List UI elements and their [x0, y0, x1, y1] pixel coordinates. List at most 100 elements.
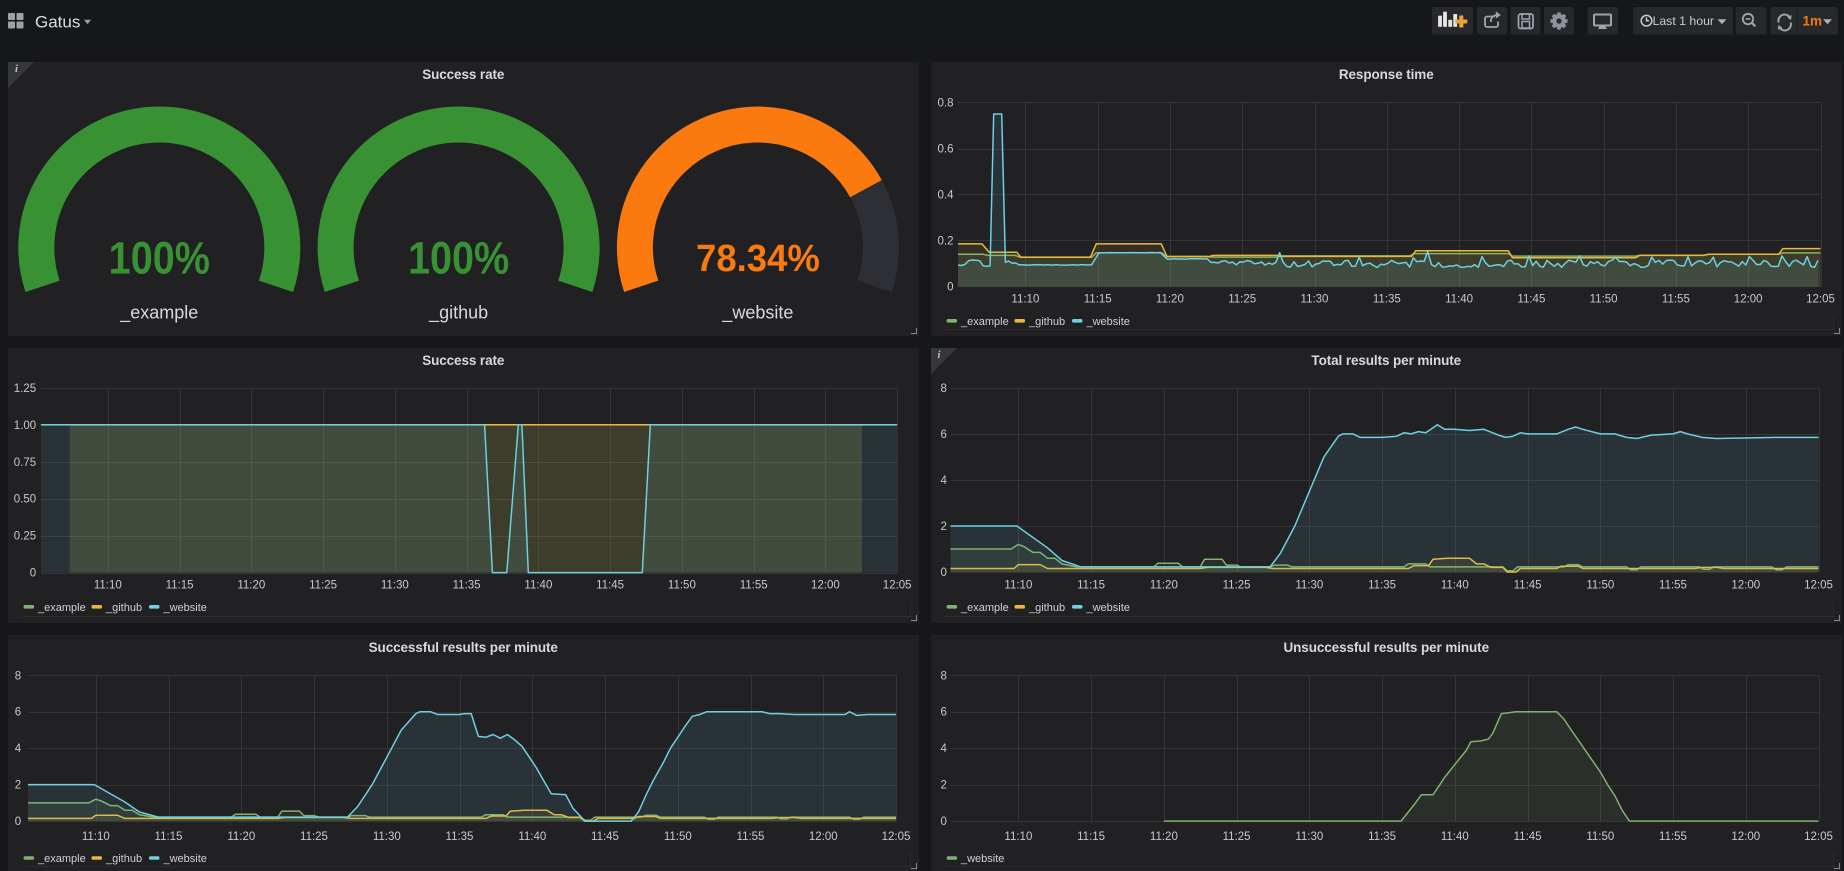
svg-text:_github: _github — [1028, 316, 1065, 328]
svg-text:11:50: 11:50 — [1589, 293, 1617, 305]
svg-text:12:00: 12:00 — [809, 831, 838, 843]
svg-text:1m: 1m — [1803, 14, 1823, 29]
svg-text:12:05: 12:05 — [1804, 831, 1833, 843]
svg-text:11:20: 11:20 — [1155, 293, 1183, 305]
svg-text:_github: _github — [1028, 602, 1065, 614]
svg-text:0: 0 — [30, 568, 36, 580]
svg-text:11:45: 11:45 — [591, 831, 619, 843]
svg-text:12:00: 12:00 — [1731, 831, 1760, 843]
svg-text:6: 6 — [15, 707, 21, 719]
svg-text:0.25: 0.25 — [14, 531, 36, 543]
svg-text:11:25: 11:25 — [1222, 831, 1250, 843]
svg-text:11:40: 11:40 — [518, 831, 546, 843]
svg-text:11:35: 11:35 — [453, 580, 481, 592]
svg-text:1.25: 1.25 — [14, 383, 36, 395]
svg-text:0.8: 0.8 — [937, 97, 953, 109]
svg-text:12:00: 12:00 — [811, 580, 840, 592]
svg-text:Last 1 hour: Last 1 hour — [1653, 14, 1715, 28]
svg-text:11:10: 11:10 — [1004, 580, 1032, 592]
svg-text:11:10: 11:10 — [1011, 293, 1039, 305]
svg-text:11:15: 11:15 — [1077, 831, 1105, 843]
svg-text:100%: 100% — [109, 233, 210, 283]
svg-text:2: 2 — [940, 780, 946, 792]
svg-text:11:25: 11:25 — [300, 831, 328, 843]
svg-text:11:55: 11:55 — [1659, 580, 1687, 592]
svg-text:2: 2 — [940, 521, 946, 533]
svg-text:12:05: 12:05 — [1806, 293, 1835, 305]
svg-text:0.4: 0.4 — [937, 189, 954, 201]
svg-text:8: 8 — [940, 670, 946, 682]
svg-text:_website: _website — [721, 302, 793, 323]
svg-text:4: 4 — [940, 475, 947, 487]
svg-text:11:40: 11:40 — [1440, 831, 1468, 843]
svg-text:11:50: 11:50 — [1586, 580, 1614, 592]
svg-text:11:30: 11:30 — [1295, 831, 1323, 843]
svg-text:0: 0 — [940, 816, 946, 828]
svg-text:11:20: 11:20 — [1149, 831, 1177, 843]
svg-text:12:05: 12:05 — [882, 831, 911, 843]
svg-text:_example: _example — [960, 602, 1009, 614]
svg-text:11:10: 11:10 — [1004, 831, 1032, 843]
svg-text:_github: _github — [105, 602, 142, 614]
svg-text:11:35: 11:35 — [446, 831, 474, 843]
svg-text:12:00: 12:00 — [1731, 580, 1760, 592]
svg-text:11:50: 11:50 — [664, 831, 692, 843]
svg-text:4: 4 — [15, 743, 22, 755]
svg-text:0.75: 0.75 — [14, 457, 36, 469]
svg-text:11:30: 11:30 — [1300, 293, 1328, 305]
svg-text:11:40: 11:40 — [1445, 293, 1473, 305]
svg-text:11:55: 11:55 — [1661, 293, 1689, 305]
svg-text:11:15: 11:15 — [166, 580, 194, 592]
svg-text:0: 0 — [947, 281, 953, 293]
svg-text:_website: _website — [960, 853, 1004, 865]
svg-text:11:40: 11:40 — [524, 580, 552, 592]
svg-text:_website: _website — [1085, 602, 1129, 614]
svg-text:_example: _example — [37, 602, 86, 614]
svg-text:_github: _github — [105, 853, 142, 865]
svg-text:_example: _example — [960, 316, 1009, 328]
svg-text:6: 6 — [940, 429, 946, 441]
svg-text:11:30: 11:30 — [381, 580, 409, 592]
svg-text:11:10: 11:10 — [82, 831, 110, 843]
svg-text:11:25: 11:25 — [1222, 580, 1250, 592]
svg-text:4: 4 — [940, 743, 947, 755]
svg-text:11:30: 11:30 — [1295, 580, 1323, 592]
svg-text:11:15: 11:15 — [1083, 293, 1111, 305]
svg-text:11:45: 11:45 — [1513, 831, 1541, 843]
svg-text:_website: _website — [1085, 316, 1129, 328]
svg-text:0.50: 0.50 — [14, 494, 36, 506]
svg-text:_example: _example — [37, 853, 86, 865]
svg-text:_website: _website — [163, 853, 207, 865]
svg-text:11:20: 11:20 — [237, 580, 265, 592]
svg-text:100%: 100% — [408, 233, 509, 283]
svg-text:11:20: 11:20 — [1149, 580, 1177, 592]
svg-text:11:45: 11:45 — [1513, 580, 1541, 592]
svg-text:11:35: 11:35 — [1368, 831, 1396, 843]
svg-text:_website: _website — [163, 602, 207, 614]
svg-text:11:15: 11:15 — [155, 831, 183, 843]
svg-text:6: 6 — [940, 707, 946, 719]
svg-text:8: 8 — [15, 670, 21, 682]
svg-text:8: 8 — [940, 383, 946, 395]
svg-text:12:05: 12:05 — [883, 580, 912, 592]
svg-text:78.34%: 78.34% — [696, 236, 820, 279]
svg-text:11:10: 11:10 — [94, 580, 122, 592]
svg-text:0: 0 — [15, 816, 21, 828]
svg-text:11:50: 11:50 — [1586, 831, 1614, 843]
svg-text:0: 0 — [940, 567, 946, 579]
svg-text:11:40: 11:40 — [1440, 580, 1468, 592]
svg-text:2: 2 — [15, 780, 21, 792]
svg-text:Gatus: Gatus — [35, 13, 80, 32]
svg-text:11:30: 11:30 — [373, 831, 401, 843]
svg-text:_example: _example — [119, 302, 198, 323]
svg-text:12:00: 12:00 — [1733, 293, 1762, 305]
svg-text:0.2: 0.2 — [937, 235, 953, 247]
svg-text:11:25: 11:25 — [1228, 293, 1256, 305]
svg-text:12:05: 12:05 — [1804, 580, 1833, 592]
svg-text:1.00: 1.00 — [14, 420, 36, 432]
svg-text:11:45: 11:45 — [596, 580, 624, 592]
svg-text:11:50: 11:50 — [668, 580, 696, 592]
svg-text:11:35: 11:35 — [1368, 580, 1396, 592]
svg-text:11:45: 11:45 — [1517, 293, 1545, 305]
svg-text:11:55: 11:55 — [1659, 831, 1687, 843]
